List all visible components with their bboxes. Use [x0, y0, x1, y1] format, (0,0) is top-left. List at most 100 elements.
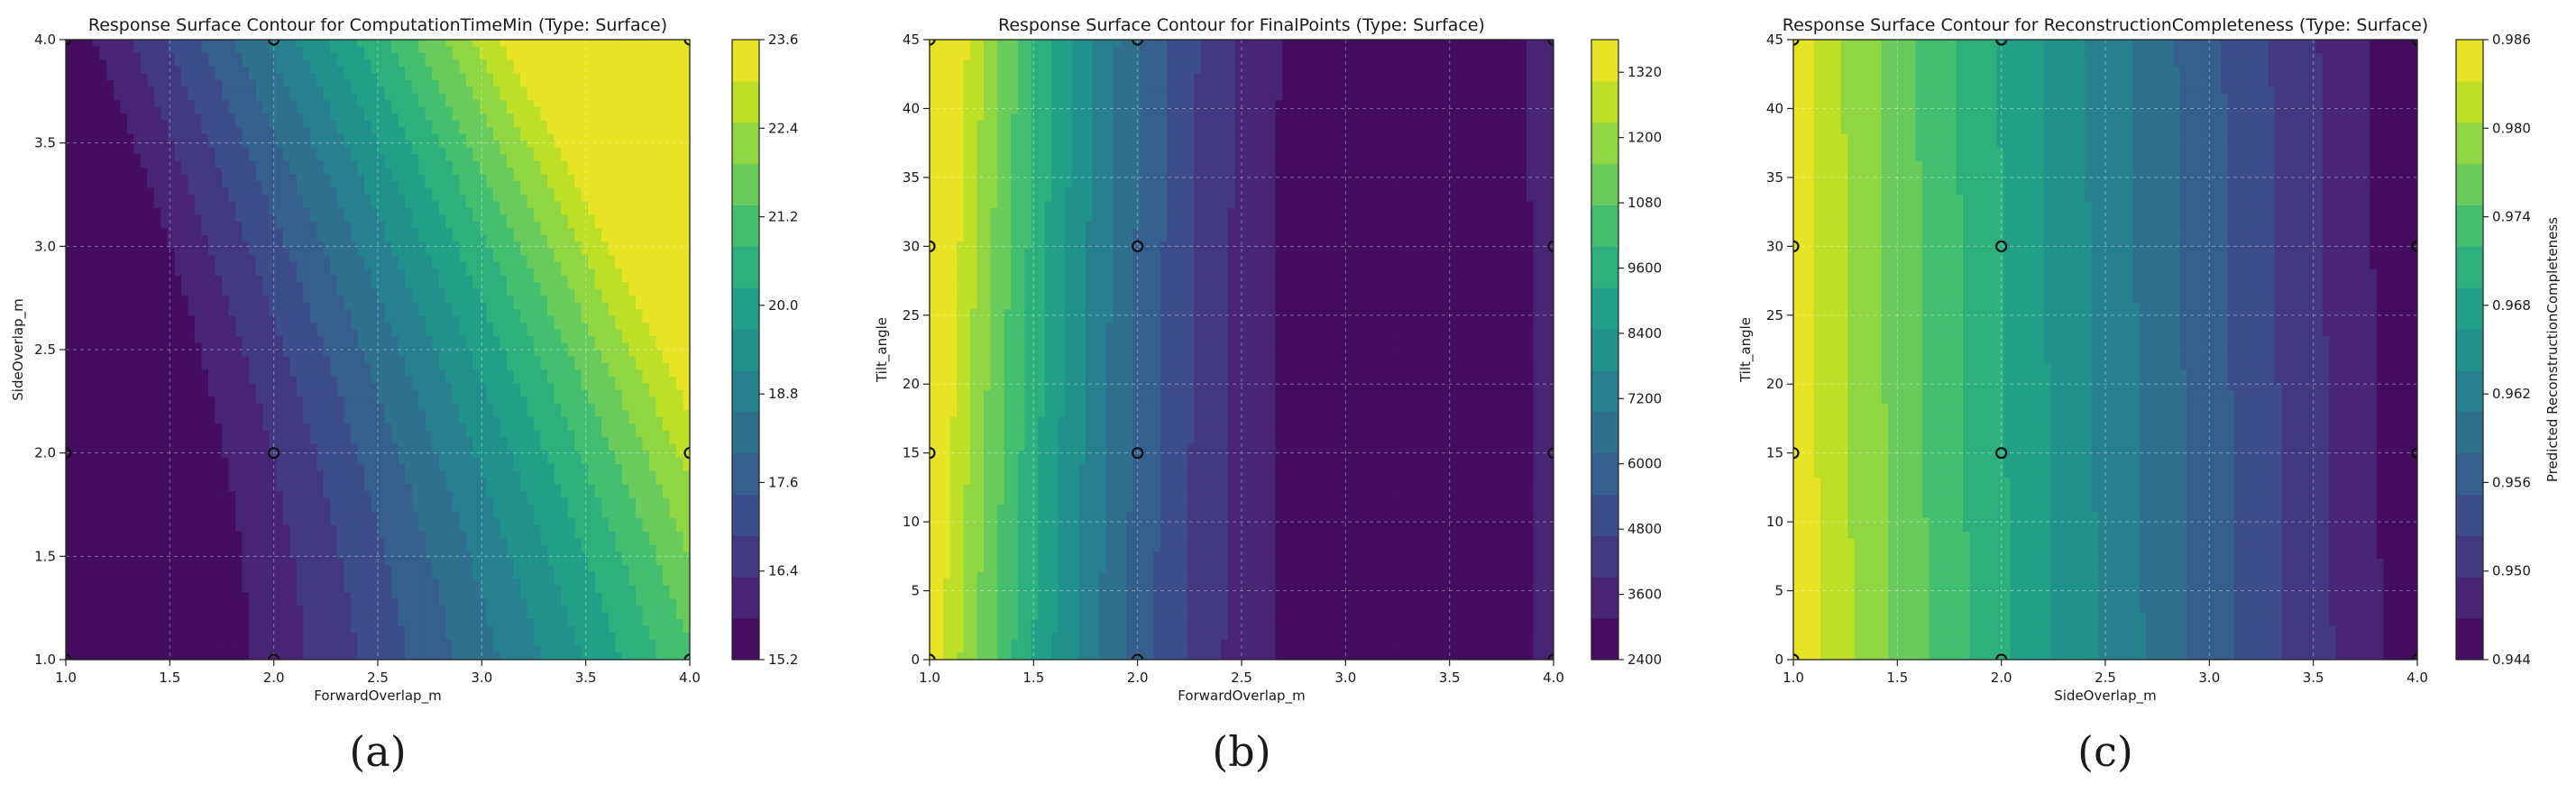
contour-cell [432, 73, 440, 81]
contour-cell [621, 383, 629, 391]
contour-cell [492, 362, 500, 371]
contour-cell [418, 261, 426, 269]
contour-cell [309, 255, 317, 263]
contour-cell [411, 389, 419, 397]
contour-cell [459, 234, 467, 242]
contour-cell [669, 323, 677, 331]
contour-cell [479, 66, 487, 74]
contour-cell [405, 73, 413, 81]
contour-cell [106, 174, 115, 182]
contour-cell [635, 168, 643, 176]
contour-cell [411, 383, 419, 391]
contour-cell [147, 309, 155, 317]
contour-cell [160, 127, 169, 135]
contour-cell [330, 66, 338, 74]
contour-cell [628, 214, 637, 223]
contour-cell [655, 234, 664, 242]
contour-cell [255, 40, 263, 48]
contour-cell [561, 168, 569, 176]
contour-cell [418, 79, 426, 87]
contour-cell [540, 234, 548, 242]
contour-cell [662, 201, 671, 209]
contour-cell [66, 100, 74, 108]
contour-cell [215, 376, 223, 384]
contour-cell [506, 329, 515, 337]
contour-cell [194, 141, 203, 149]
contour-cell [465, 288, 473, 296]
contour-cell [344, 181, 352, 189]
contour-cell [262, 181, 270, 189]
contour-cell [303, 269, 311, 277]
contour-cell [371, 100, 379, 108]
contour-cell [79, 369, 87, 378]
contour-cell [479, 201, 487, 209]
contour-cell [99, 147, 107, 155]
contour-cell [235, 106, 243, 114]
contour-cell [445, 100, 454, 108]
contour-cell [106, 336, 115, 344]
contour-cell [357, 315, 365, 324]
contour-cell [93, 106, 101, 114]
contour-cell [472, 288, 481, 296]
contour-cell [615, 174, 623, 182]
contour-cell [391, 141, 399, 149]
contour-cell [174, 66, 182, 74]
contour-cell [120, 350, 128, 358]
contour-cell [188, 87, 196, 95]
contour-cell [567, 383, 575, 391]
contour-cell [235, 309, 243, 317]
contour-cell [642, 120, 650, 128]
contour-cell [72, 376, 80, 384]
contour-cell [486, 174, 494, 182]
contour-cell [615, 275, 623, 283]
contour-cell [303, 248, 311, 256]
contour-cell [106, 248, 115, 256]
contour-cell [160, 389, 169, 397]
contour-cell [662, 168, 671, 176]
contour-cell [540, 336, 548, 344]
contour-cell [459, 315, 467, 324]
contour-cell [99, 329, 107, 337]
contour-cell [255, 79, 263, 87]
contour-cell [405, 302, 413, 310]
contour-cell [405, 207, 413, 216]
contour-cell [93, 120, 101, 128]
contour-cell [438, 73, 446, 81]
contour-cell [86, 228, 94, 236]
contour-cell [323, 234, 331, 242]
contour-cell [113, 302, 121, 310]
contour-cell [601, 389, 610, 397]
contour-cell [350, 207, 359, 216]
contour-cell [675, 174, 684, 182]
contour-cell [276, 114, 284, 122]
contour-cell [363, 255, 372, 263]
contour-cell [662, 207, 671, 216]
contour-cell [153, 174, 161, 182]
contour-cell [519, 389, 528, 397]
contour-cell [534, 201, 542, 209]
contour-cell [465, 52, 473, 61]
contour-cell [174, 282, 182, 290]
contour-cell [167, 261, 175, 269]
contour-cell [371, 168, 379, 176]
contour-cell [615, 376, 623, 384]
contour-cell [194, 261, 203, 269]
contour-cell [140, 336, 148, 344]
contour-cell [296, 79, 304, 87]
contour-cell [662, 154, 671, 162]
contour-cell [344, 46, 352, 54]
contour-cell [357, 369, 365, 378]
contour-cell [662, 46, 671, 54]
contour-cell [323, 106, 331, 114]
contour-cell [180, 154, 188, 162]
contour-cell [235, 389, 243, 397]
contour-cell [452, 168, 460, 176]
contour-cell [608, 181, 616, 189]
contour-cell [120, 195, 128, 203]
contour-cell [262, 228, 270, 236]
contour-cell [147, 106, 155, 114]
contour-cell [363, 376, 372, 384]
contour-cell [188, 383, 196, 391]
contour-cell [72, 336, 80, 344]
contour-cell [445, 275, 454, 283]
